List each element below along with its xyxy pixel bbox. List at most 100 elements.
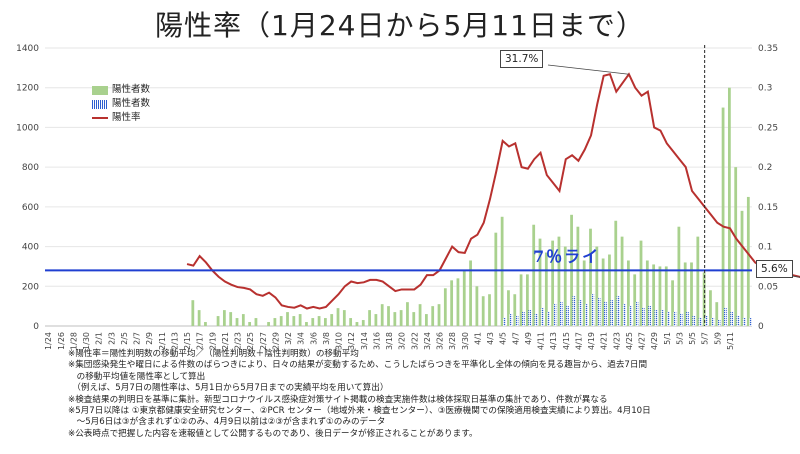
- bar-green: [677, 226, 681, 326]
- x-tick-label: 2/9: [145, 332, 154, 345]
- legend-label: 陽性者数: [112, 84, 151, 95]
- positivity-rate-line: [186, 72, 800, 310]
- bar-blue: [730, 312, 734, 326]
- bar-green: [305, 322, 308, 326]
- bar-green: [563, 246, 567, 326]
- bar-blue: [692, 316, 696, 326]
- x-tick-label: 4/15: [562, 332, 571, 350]
- bar-green: [639, 240, 643, 326]
- x-tick-label: 4/1: [473, 332, 482, 345]
- bar-green: [740, 210, 744, 326]
- bar-green: [582, 260, 586, 326]
- bar-green: [519, 274, 523, 326]
- x-tick-label: 2/1: [95, 332, 104, 345]
- bar-green: [443, 288, 447, 326]
- note-line: の移動平均値を陽性率として算出: [68, 371, 206, 382]
- bar-green: [361, 320, 365, 326]
- bar-green: [191, 300, 195, 326]
- x-tick-label: 3/20: [398, 332, 407, 350]
- bar-blue: [717, 320, 721, 326]
- bar-green: [475, 286, 479, 326]
- note-line: ※陽性率＝陽性判明数の移動平均／（陽性判明数＋陰性判明数）の移動平均: [68, 349, 359, 359]
- bar-blue: [591, 294, 595, 326]
- bar-blue: [610, 300, 614, 326]
- bar-blue: [673, 312, 677, 326]
- bar-blue: [528, 310, 532, 326]
- bar-green: [311, 318, 315, 326]
- bar-blue: [566, 306, 569, 326]
- x-tick-label: 2/21: [221, 332, 230, 350]
- x-tick-label: 3/30: [461, 332, 470, 350]
- bar-green: [298, 314, 302, 326]
- bar-green: [494, 232, 498, 326]
- page-title: 陽性率（1月24日から5月11日まで）: [155, 9, 645, 42]
- x-tick-label: 3/22: [410, 332, 419, 350]
- bar-green: [525, 274, 529, 326]
- x-tick-label: 3/28: [448, 332, 457, 350]
- peak-callout-leader: [547, 64, 629, 75]
- bar-blue: [705, 316, 708, 326]
- x-tick-label: 2/7: [133, 332, 142, 345]
- bar-green: [399, 310, 403, 326]
- bar-green: [254, 318, 258, 326]
- bar-blue: [578, 300, 582, 326]
- reference-line-label: 7％ライ: [533, 247, 601, 266]
- x-tick-label: 2/15: [183, 332, 192, 350]
- bar-green: [626, 260, 630, 326]
- bar-green: [690, 262, 693, 326]
- x-tick-label: 3/18: [385, 332, 394, 350]
- bar-blue: [521, 312, 525, 326]
- bar-blue: [736, 316, 740, 326]
- x-tick-label: 3/6: [309, 332, 318, 345]
- bar-blue: [515, 316, 519, 326]
- bar-green: [544, 252, 548, 326]
- x-tick-label: 4/5: [499, 332, 508, 345]
- note-line: （例えば、5月7日の陽性率は、5月1日から5月7日までの実績平均を用いて算出）: [68, 383, 389, 394]
- y-right-tick-label: 0: [758, 322, 764, 332]
- bar-green: [746, 196, 750, 326]
- x-tick-label: 4/9: [524, 332, 533, 345]
- x-tick-label: 4/17: [574, 332, 583, 350]
- x-tick-label: 1/30: [82, 332, 91, 350]
- bar-blue: [597, 298, 601, 326]
- x-tick-label: 4/13: [549, 332, 558, 350]
- y-right-tick-label: 0.1: [758, 243, 772, 253]
- x-tick-label: 4/19: [587, 332, 596, 350]
- bar-green: [595, 246, 599, 326]
- legend-swatch-green: [92, 85, 108, 95]
- bar-blue: [711, 318, 715, 326]
- bar-green: [709, 290, 712, 326]
- x-tick-label: 2/5: [120, 332, 129, 345]
- x-tick-label: 3/26: [436, 332, 445, 350]
- y-left-tick-label: 600: [22, 203, 39, 213]
- x-tick-label: 2/3: [107, 332, 116, 345]
- bar-green: [197, 310, 201, 326]
- x-tick-label: 1/28: [69, 332, 78, 350]
- x-tick-label: 5/3: [675, 332, 684, 345]
- legend: 陽性者数 陽性者数 陽性率: [92, 83, 150, 125]
- bar-green: [608, 254, 611, 326]
- x-tick-label: 4/23: [612, 332, 621, 350]
- bar-green: [652, 264, 656, 326]
- y-right-tick-label: 0.35: [758, 44, 778, 54]
- bar-green: [267, 322, 270, 326]
- x-tick-label: 3/2: [284, 332, 293, 345]
- bar-blue: [616, 296, 620, 326]
- legend-swatch-blue: [92, 99, 108, 109]
- bar-green: [450, 280, 454, 326]
- bar-green: [715, 302, 719, 326]
- bar-blue: [686, 312, 689, 326]
- x-tick-label: 2/23: [234, 332, 243, 350]
- bar-blue: [547, 312, 550, 326]
- x-tick-label: 4/27: [638, 332, 647, 350]
- y-right-tick-label: 0.2: [758, 163, 772, 173]
- x-tick-label: 5/1: [663, 332, 672, 345]
- bar-blue: [540, 308, 544, 326]
- bar-blue: [629, 306, 633, 326]
- bar-green: [645, 260, 649, 326]
- x-tick-label: 3/4: [297, 332, 306, 345]
- bar-green: [241, 314, 245, 326]
- bar-blue: [509, 314, 513, 326]
- notes: ※陽性率＝陽性判明数の移動平均／（陽性判明数＋陰性判明数）の移動平均 ※集団感染…: [68, 349, 798, 440]
- x-tick-label: 5/7: [701, 332, 710, 345]
